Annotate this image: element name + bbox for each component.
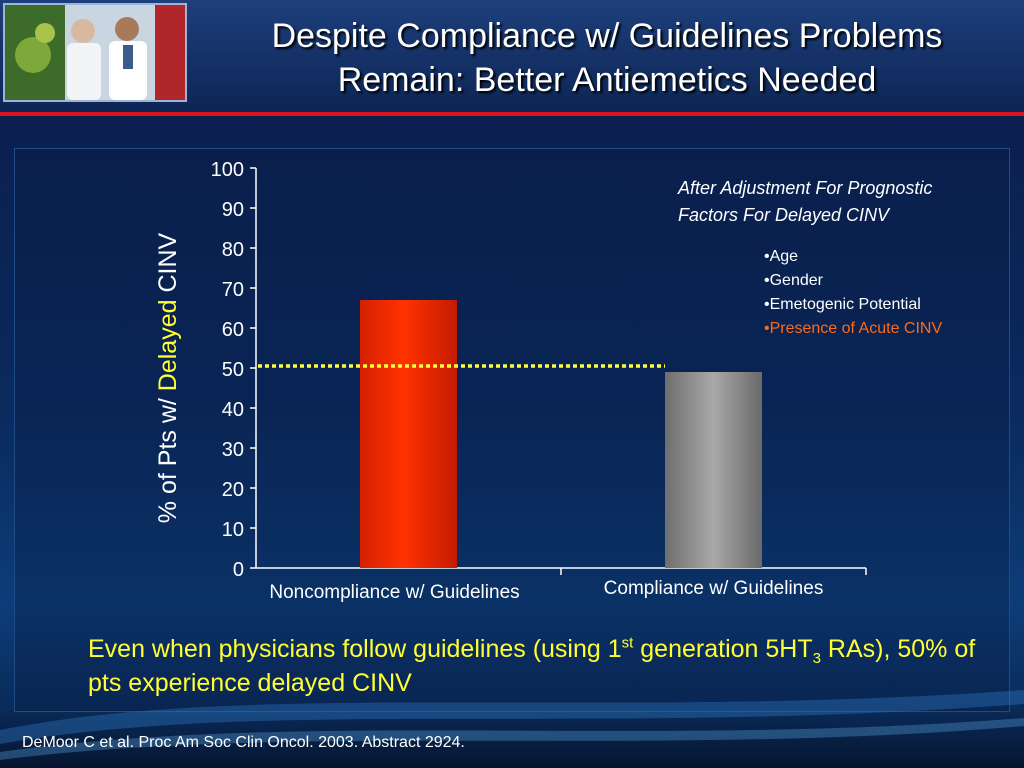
factor-acute-cinv: •Presence of Acute CINV xyxy=(764,320,943,337)
factor-gender: •Gender xyxy=(764,272,823,289)
adjustment-note: After Adjustment For Prognostic Factors … xyxy=(678,175,1018,229)
prognostic-factors-list: •Age •Gender •Emetogenic Potential •Pres… xyxy=(764,245,942,341)
title-line-2: Remain: Better Antiemetics Needed xyxy=(337,61,877,99)
y-axis-ticks: 0 10 20 30 40 50 60 70 80 90 100 xyxy=(211,159,256,581)
y-tick-label: 60 xyxy=(222,319,244,341)
chart-bars xyxy=(360,300,762,568)
conclusion-subscript: 3 xyxy=(812,650,821,667)
conclusion-superscript: st xyxy=(621,634,634,652)
factor-age: •Age xyxy=(764,248,799,265)
y-axis-label: % of Pts w/ Delayed CINV xyxy=(154,232,182,523)
y-tick-label: 80 xyxy=(222,239,244,261)
y-tick-label: 40 xyxy=(222,399,244,421)
y-axis-label-part3: CINV xyxy=(154,232,182,299)
factor-emetogenic-potential: •Emetogenic Potential xyxy=(764,296,921,313)
adjustment-note-line-1: After Adjustment For Prognostic xyxy=(678,178,933,198)
slide-title: Despite Compliance w/ Guidelines Problem… xyxy=(190,14,1024,102)
chart-axes xyxy=(255,168,867,575)
y-tick-label: 100 xyxy=(211,159,244,181)
y-tick-label: 0 xyxy=(233,559,244,581)
y-tick-label: 50 xyxy=(222,359,244,381)
svg-text:% of Pts w/ Delayed CINV: % of Pts w/ Delayed CINV xyxy=(154,232,182,523)
conclusion-part-1: Even when physicians follow guidelines (… xyxy=(88,635,622,663)
slide-header: Despite Compliance w/ Guidelines Problem… xyxy=(0,0,1024,116)
slide-body xyxy=(0,116,1024,768)
y-tick-label: 10 xyxy=(222,519,244,541)
physician-patient-photo-icon xyxy=(5,5,185,100)
header-photo xyxy=(3,3,187,102)
y-axis-label-part2: Delayed xyxy=(154,299,182,391)
y-axis-label-part1: % of Pts w/ xyxy=(154,391,182,523)
decorative-swoosh xyxy=(0,690,1024,760)
y-tick-label: 20 xyxy=(222,479,244,501)
y-tick-label: 30 xyxy=(222,439,244,461)
x-label-noncompliance: Noncompliance w/ Guidelines xyxy=(269,582,519,603)
x-axis-labels: Noncompliance w/ Guidelines Compliance w/… xyxy=(269,578,823,603)
conclusion-text: Even when physicians follow guidelines (… xyxy=(88,632,988,700)
y-tick-label: 70 xyxy=(222,279,244,301)
bar-noncompliance xyxy=(360,300,457,568)
title-line-1: Despite Compliance w/ Guidelines Problem… xyxy=(271,17,943,55)
conclusion-part-2: generation 5HT xyxy=(633,635,813,663)
bar-compliance xyxy=(665,372,762,568)
x-label-compliance: Compliance w/ Guidelines xyxy=(604,578,824,599)
citation: DeMoor C et al. Proc Am Soc Clin Oncol. … xyxy=(22,734,465,751)
chart-panel xyxy=(14,148,1010,712)
adjustment-note-line-2: Factors For Delayed CINV xyxy=(678,205,890,225)
conclusion-part-3: RAs), 50% of pts experience delayed CINV xyxy=(88,635,976,697)
y-tick-label: 90 xyxy=(222,199,244,221)
header-rule xyxy=(0,112,1024,116)
